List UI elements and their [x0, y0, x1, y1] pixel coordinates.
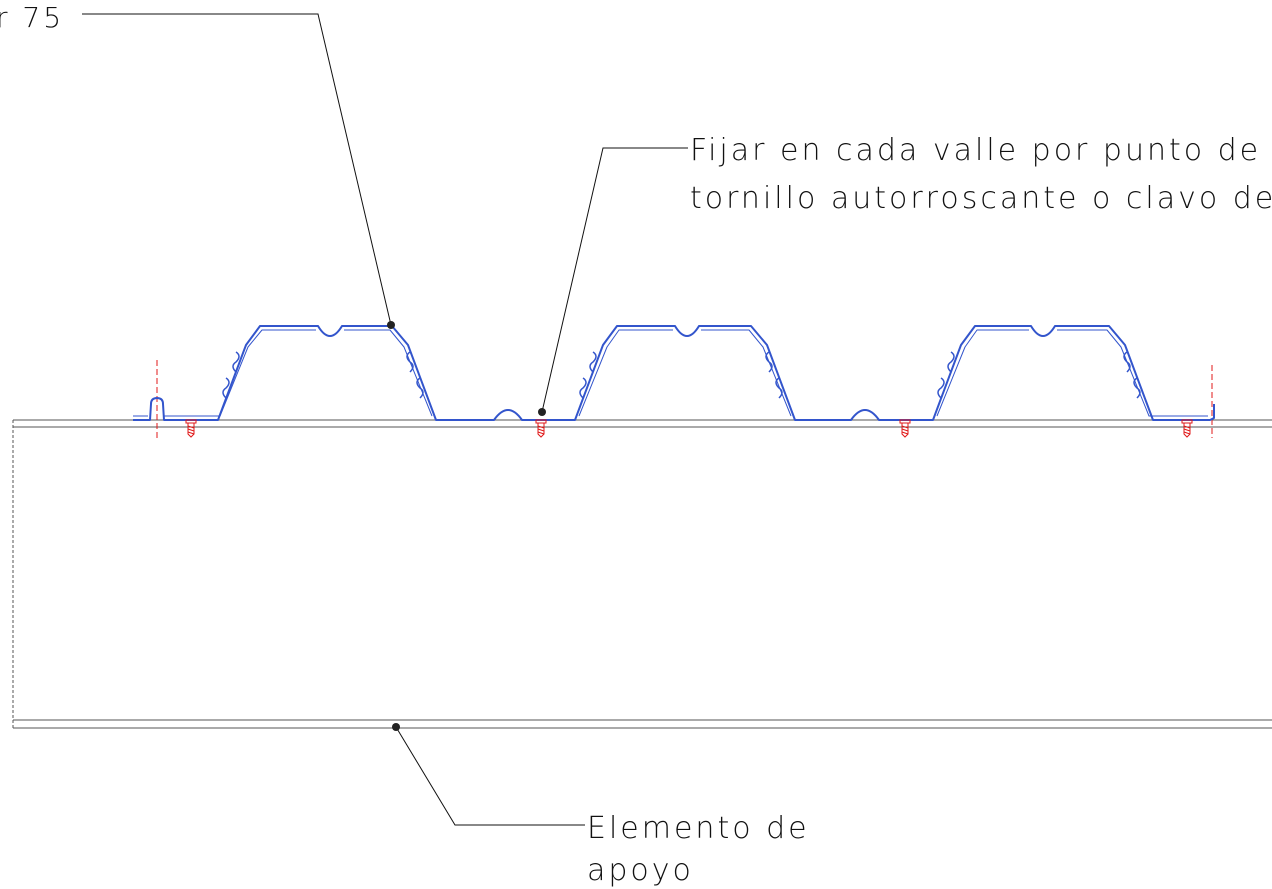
- panel-end-centerlines: [156, 360, 1213, 438]
- leader-fixing: [541, 147, 688, 413]
- screw-1: [185, 419, 197, 438]
- steel-deck-profile: [133, 325, 1215, 421]
- leader-dot-profile: [387, 321, 395, 329]
- support-label-line2: apoyo: [587, 853, 694, 888]
- support-beam: [12, 419, 1272, 729]
- profile-label: r 75: [0, 1, 64, 34]
- deck-profile-inner-line: [133, 329, 1208, 417]
- deck-profile-line: [133, 325, 1215, 421]
- fixing-label-line2: tornillo autorroscante o clavo de d: [690, 181, 1272, 216]
- screw-3: [899, 419, 911, 438]
- leader-dot-fixing: [538, 408, 546, 416]
- support-label-line1: Elemento de: [587, 811, 810, 846]
- leader-support: [395, 726, 585, 826]
- screw-2: [535, 419, 547, 438]
- leader-dot-support: [392, 723, 400, 731]
- leader-lines: [82, 13, 688, 826]
- web-stiffeners: [222, 351, 1141, 399]
- screw-4: [1181, 419, 1193, 438]
- fixing-label-line1: Fijar en cada valle por punto de s: [690, 133, 1272, 168]
- screws: [185, 419, 1193, 438]
- leader-dots: [387, 321, 546, 731]
- leader-profile: [82, 13, 392, 326]
